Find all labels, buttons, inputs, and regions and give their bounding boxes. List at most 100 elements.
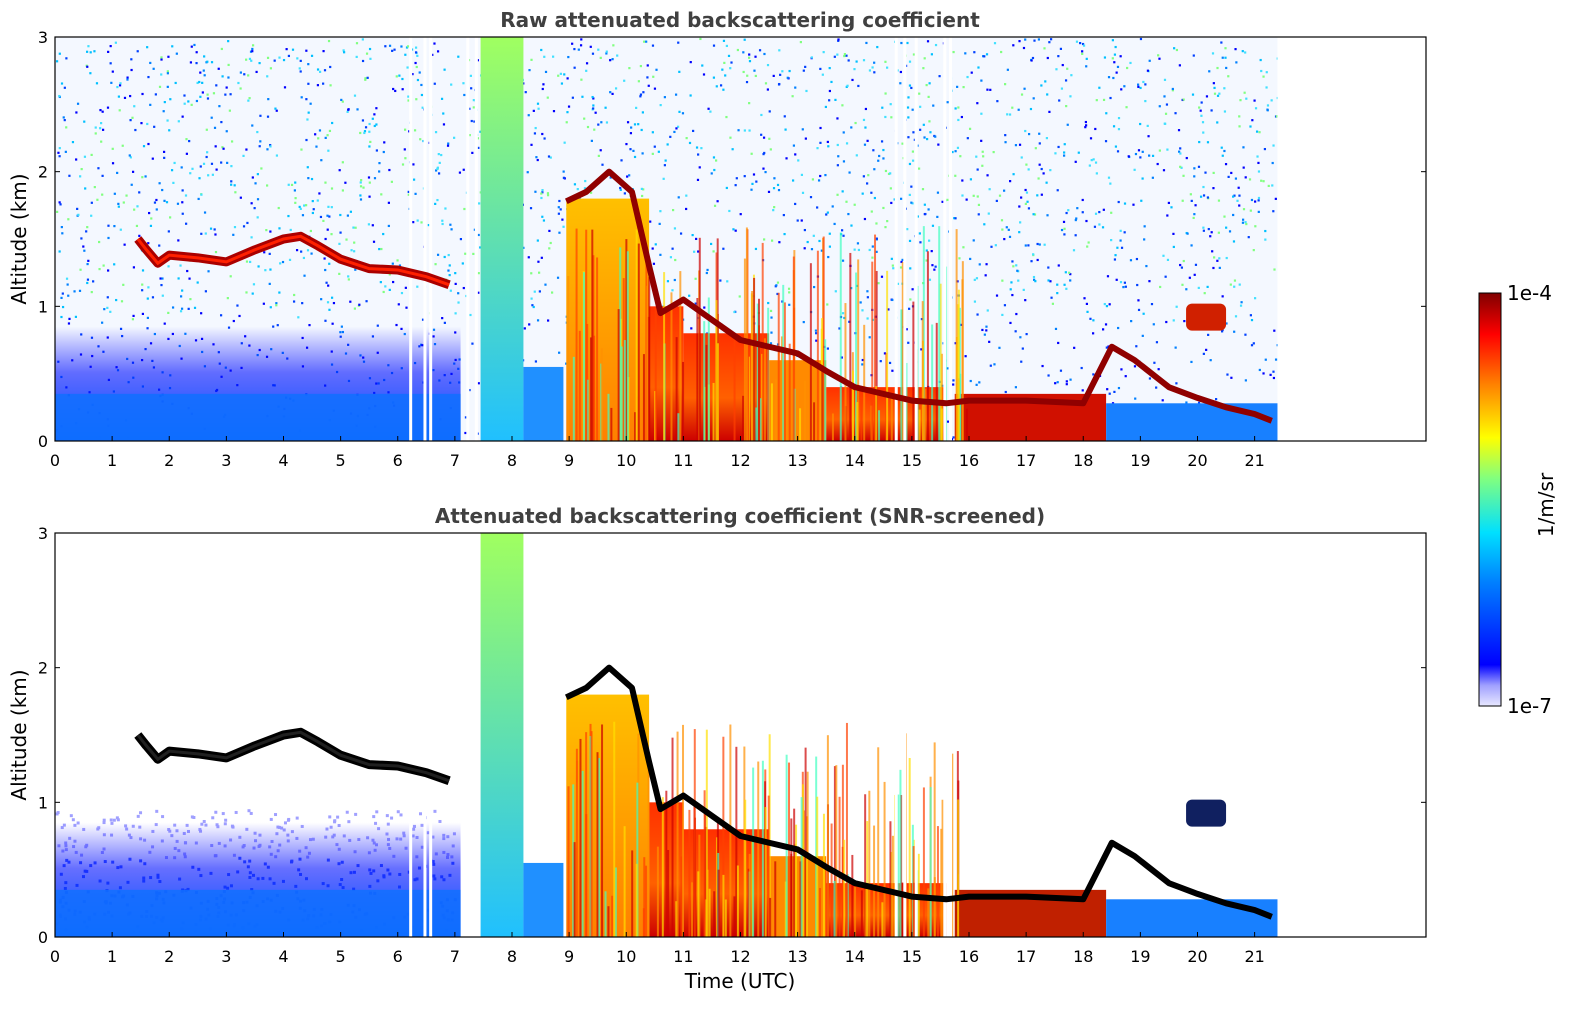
noise-pixel xyxy=(859,301,862,304)
noise-pixel xyxy=(90,201,93,204)
noise-pixel xyxy=(1120,368,1123,371)
noise-pixel xyxy=(238,314,241,318)
noise-pixel xyxy=(822,51,825,54)
noise-pixel xyxy=(1223,215,1226,218)
noise-pixel xyxy=(1057,264,1060,267)
noise-pixel xyxy=(536,319,540,322)
noise-pixel xyxy=(1063,283,1066,286)
noise-pixel xyxy=(1066,123,1069,126)
noise-pixel xyxy=(985,325,988,328)
noise-pixel xyxy=(884,115,887,119)
noise-pixel xyxy=(232,319,235,323)
signal-streak xyxy=(716,238,719,441)
noise-pixel xyxy=(731,148,734,151)
noise-pixel xyxy=(210,116,213,119)
noise-pixel xyxy=(1159,285,1162,289)
noise-pixel xyxy=(911,150,915,153)
noise-pixel xyxy=(349,210,353,213)
noise-pixel xyxy=(477,382,480,385)
noise-pixel xyxy=(1069,273,1072,276)
screened-pixel xyxy=(433,809,437,813)
signal-streak xyxy=(643,857,646,937)
signal-streak xyxy=(573,842,576,937)
noise-pixel xyxy=(229,275,232,278)
x-axis-label: Time (UTC) xyxy=(684,969,796,993)
noise-pixel xyxy=(181,212,184,215)
noise-pixel xyxy=(122,283,125,286)
noise-pixel xyxy=(365,300,368,303)
noise-pixel xyxy=(1218,257,1221,260)
noise-pixel xyxy=(1148,377,1152,380)
signal-streak xyxy=(575,228,578,441)
noise-pixel xyxy=(959,155,962,158)
noise-pixel xyxy=(1197,401,1201,404)
noise-pixel xyxy=(580,38,583,41)
noise-pixel xyxy=(1254,200,1257,203)
signal-streak xyxy=(965,408,968,441)
data-gap xyxy=(429,37,433,441)
noise-pixel xyxy=(837,38,840,41)
noise-pixel xyxy=(251,124,254,127)
noise-pixel xyxy=(536,102,540,105)
noise-pixel xyxy=(218,105,221,108)
noise-pixel xyxy=(420,221,423,224)
noise-pixel xyxy=(747,56,751,59)
noise-pixel xyxy=(427,223,430,227)
noise-pixel xyxy=(1224,47,1227,50)
noise-pixel xyxy=(715,85,718,88)
noise-pixel xyxy=(1015,264,1018,267)
noise-pixel xyxy=(805,89,808,93)
noise-pixel xyxy=(450,83,453,86)
noise-pixel xyxy=(1276,344,1278,347)
noise-pixel xyxy=(891,369,894,372)
noise-pixel xyxy=(436,198,439,202)
noise-pixel xyxy=(404,286,407,289)
noise-pixel xyxy=(725,115,728,119)
noise-pixel xyxy=(338,272,341,275)
noise-pixel xyxy=(200,193,203,196)
noise-pixel xyxy=(1060,228,1064,232)
noise-pixel xyxy=(130,58,133,61)
noise-pixel xyxy=(710,172,713,175)
noise-pixel xyxy=(440,153,443,157)
noise-pixel xyxy=(203,211,207,214)
noise-pixel xyxy=(80,237,83,240)
noise-pixel xyxy=(86,262,89,266)
noise-pixel xyxy=(952,50,955,54)
noise-pixel xyxy=(118,84,122,87)
noise-pixel xyxy=(289,228,292,232)
noise-pixel xyxy=(960,115,963,119)
noise-pixel xyxy=(561,218,564,221)
noise-pixel xyxy=(64,150,67,153)
noise-pixel xyxy=(462,168,465,171)
noise-pixel xyxy=(814,329,818,332)
noise-pixel xyxy=(443,68,446,71)
screened-pixel xyxy=(345,810,349,814)
y-tick-label: 0 xyxy=(38,432,48,451)
noise-pixel xyxy=(303,204,306,207)
noise-pixel xyxy=(147,142,150,146)
noise-pixel xyxy=(447,253,450,257)
x-axis-ticks: 0 1 2 3 4 5 6 7 8 9 10 11 12 13 14 15 16 17 18 19 20 21 xyxy=(50,932,1265,966)
signal-streak xyxy=(614,867,617,937)
signal-streak xyxy=(722,736,725,937)
noise-pixel xyxy=(700,147,703,150)
noise-pixel xyxy=(266,115,270,118)
noise-pixel xyxy=(1207,333,1210,336)
noise-pixel xyxy=(1081,211,1084,214)
noise-pixel xyxy=(198,177,201,180)
noise-pixel xyxy=(1083,297,1086,300)
elevated-aerosol-blob xyxy=(1186,799,1227,827)
signal-streak xyxy=(733,339,736,441)
noise-pixel xyxy=(1232,195,1235,198)
noise-pixel xyxy=(1042,172,1045,175)
y-tick-label: 2 xyxy=(38,163,48,182)
aerosol-layer-core xyxy=(55,393,461,441)
noise-pixel xyxy=(1088,164,1091,167)
noise-pixel xyxy=(975,383,978,386)
noise-pixel xyxy=(311,199,314,203)
noise-pixel xyxy=(769,342,773,345)
noise-pixel xyxy=(737,129,740,132)
noise-pixel xyxy=(946,101,949,104)
